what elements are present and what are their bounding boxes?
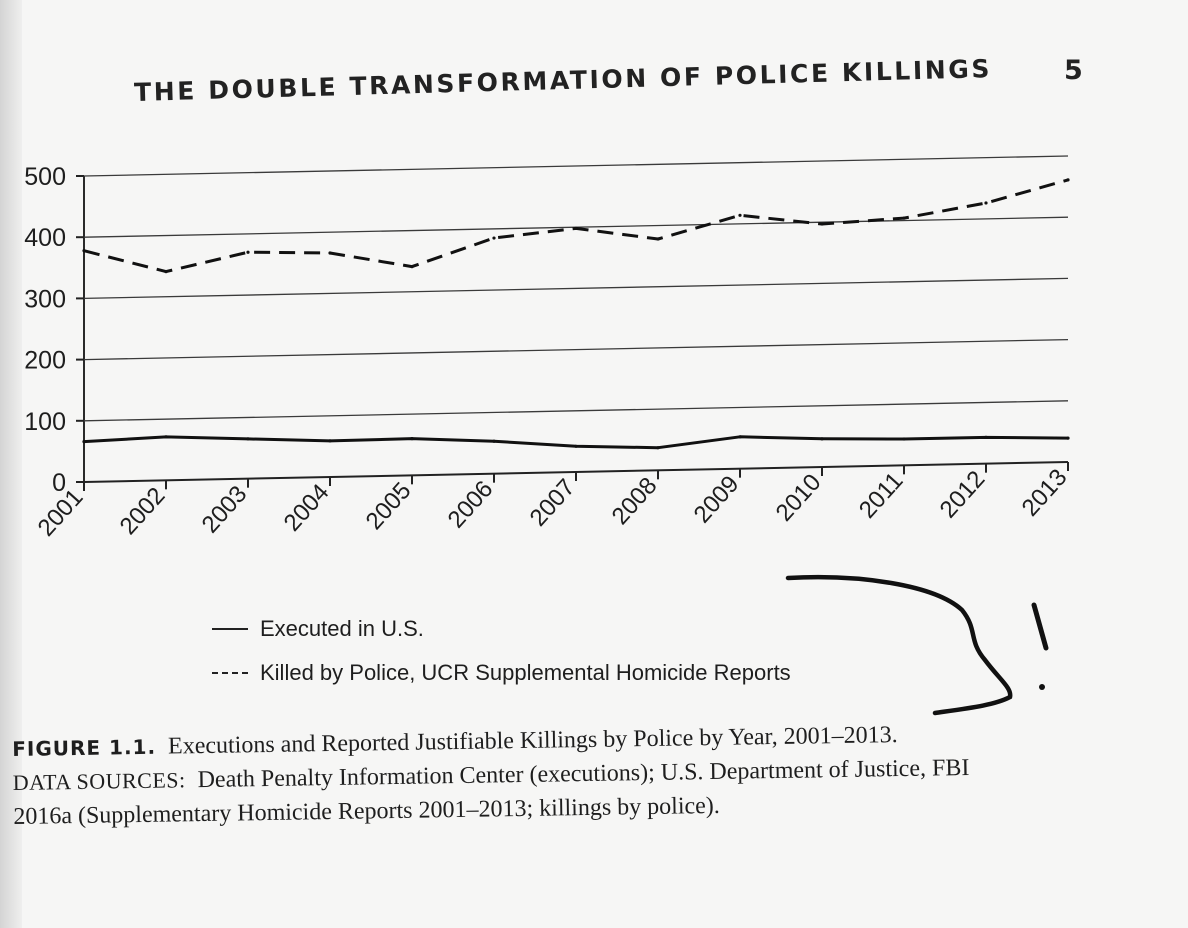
data-point-executed: [492, 439, 496, 443]
data-point-killed-by-police: [328, 251, 332, 255]
y-tick-label: 200: [24, 347, 66, 375]
data-point-executed: [738, 435, 742, 439]
data-point-killed-by-police: [738, 213, 742, 217]
data-point-killed-by-police: [410, 265, 414, 269]
gridline: [83, 277, 1069, 300]
data-point-killed-by-police: [164, 270, 168, 274]
legend-label-police: Killed by Police, UCR Supplemental Homic…: [260, 660, 791, 685]
y-tick-label: 300: [24, 285, 66, 313]
page-number: 5: [1064, 55, 1083, 86]
y-tick-label: 400: [24, 224, 66, 252]
data-point-executed: [902, 437, 906, 441]
data-point-killed-by-police: [902, 216, 906, 220]
data-point-executed: [410, 437, 414, 441]
chart-legend: Executed in U.S. Killed by Police, UCR S…: [212, 612, 972, 702]
data-point-executed: [1066, 436, 1070, 440]
figure-caption: FIGURE 1.1. Executions and Reported Just…: [12, 715, 1123, 834]
data-sources-line2: 2016a (Supplementary Homicide Reports 20…: [13, 792, 721, 830]
legend-swatch-dashed: [212, 672, 248, 674]
data-point-executed: [82, 440, 86, 444]
gridline: [83, 155, 1069, 177]
data-point-killed-by-police: [820, 222, 824, 226]
gridline: [83, 338, 1069, 361]
data-point-executed: [164, 435, 168, 439]
data-point-executed: [328, 439, 332, 443]
data-point-killed-by-police: [656, 237, 660, 241]
data-point-killed-by-police: [574, 226, 578, 231]
gridline: [83, 400, 1069, 422]
page-edge: [0, 0, 22, 928]
legend-item-executed: Executed in U.S.: [212, 616, 424, 642]
data-point-executed: [574, 444, 578, 448]
legend-swatch-solid: [212, 628, 248, 630]
y-tick-label: 0: [52, 469, 66, 497]
data-point-executed: [246, 437, 250, 441]
y-tick-label: 100: [24, 408, 66, 436]
data-point-executed: [656, 446, 660, 450]
legend-item-police: Killed by Police, UCR Supplemental Homic…: [212, 660, 791, 686]
data-point-executed: [984, 435, 988, 439]
data-point-killed-by-police: [984, 201, 988, 205]
data-point-executed: [820, 437, 824, 441]
data-point-killed-by-police: [246, 250, 250, 254]
y-tick-label: 500: [24, 163, 66, 191]
data-sources-label: DATA SOURCES:: [12, 767, 186, 795]
data-point-killed-by-police: [1066, 178, 1070, 182]
data-point-killed-by-police: [492, 236, 496, 240]
legend-label-executed: Executed in U.S.: [260, 616, 424, 641]
data-point-killed-by-police: [82, 249, 86, 253]
figure-label: FIGURE 1.1.: [12, 734, 157, 761]
